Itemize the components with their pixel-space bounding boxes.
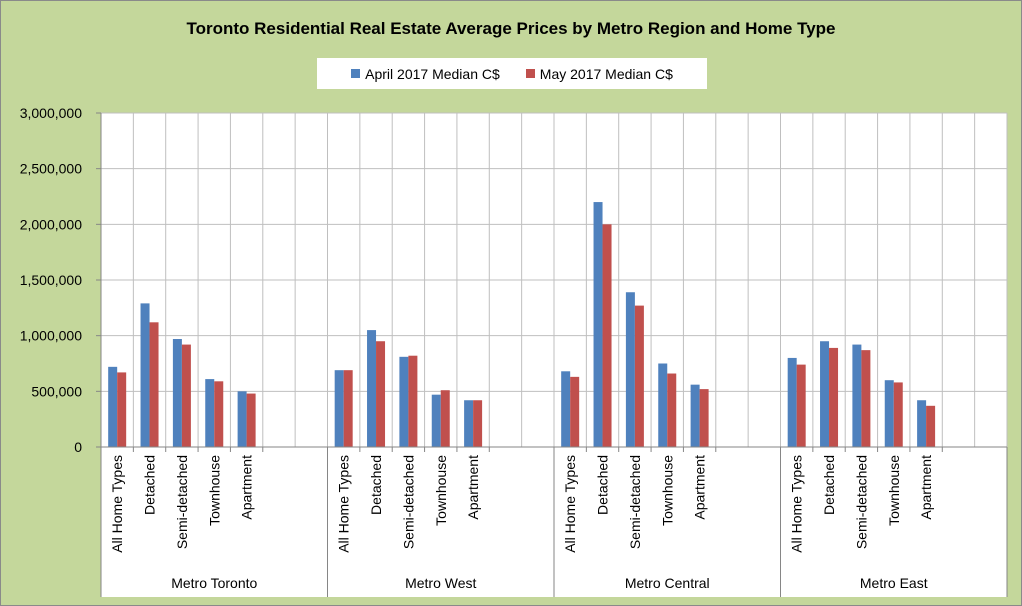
bar — [852, 344, 862, 447]
bar — [376, 341, 386, 447]
bar — [787, 357, 797, 447]
x-category-label: Semi-detached — [627, 455, 643, 549]
x-category-label: Apartment — [465, 455, 481, 520]
bar — [625, 292, 635, 447]
bar — [699, 389, 709, 447]
group-label: Metro East — [860, 575, 928, 591]
legend-label-may: May 2017 Median C$ — [539, 65, 673, 82]
y-tick-label: 1,500,000 — [20, 272, 82, 288]
legend-label-april: April 2017 Median C$ — [365, 65, 500, 82]
x-category-label: All Home Types — [562, 455, 578, 553]
x-category-label: Apartment — [239, 455, 255, 520]
bar — [570, 376, 580, 447]
x-category-label: All Home Types — [336, 455, 352, 553]
bar — [172, 339, 182, 447]
bar — [561, 371, 571, 447]
bar — [367, 330, 377, 447]
x-category-label: All Home Types — [109, 455, 125, 553]
x-category-label: Townhouse — [433, 455, 449, 526]
x-category-label: Detached — [368, 455, 384, 515]
bar — [246, 393, 256, 447]
bar — [602, 224, 612, 447]
group-label: Metro West — [405, 575, 476, 591]
bar — [440, 390, 450, 447]
chart-title: Toronto Residential Real Estate Average … — [186, 19, 836, 38]
bar — [399, 356, 409, 447]
bar — [181, 344, 191, 447]
x-category-label: Apartment — [692, 455, 708, 520]
legend-item-april: April 2017 Median C$ — [351, 66, 500, 82]
x-category-label: Semi-detached — [174, 455, 190, 549]
bar — [796, 364, 806, 447]
bar — [917, 400, 927, 447]
bar — [214, 381, 224, 447]
bar — [431, 394, 441, 447]
x-category-label: Townhouse — [886, 455, 902, 526]
y-tick-label: 2,000,000 — [20, 216, 82, 232]
bar — [205, 379, 215, 447]
bar — [408, 355, 418, 447]
bar — [108, 366, 118, 447]
x-category-label: Semi-detached — [853, 455, 869, 549]
bar — [820, 341, 830, 447]
group-label: Metro Central — [625, 575, 710, 591]
bar — [473, 400, 483, 447]
bar — [829, 347, 839, 447]
x-category-label: Detached — [821, 455, 837, 515]
x-category-label: Apartment — [918, 455, 934, 520]
legend-item-may: May 2017 Median C$ — [525, 65, 673, 82]
x-category-label: Townhouse — [659, 455, 675, 526]
legend-swatch-may — [525, 69, 535, 78]
x-category-label: Detached — [595, 455, 611, 515]
bar — [893, 382, 903, 447]
bar — [149, 322, 159, 447]
bar — [690, 384, 700, 447]
legend: April 2017 Median C$ May 2017 Median C$ — [317, 58, 707, 89]
y-tick-label: 1,000,000 — [20, 328, 82, 344]
x-category-label: Detached — [142, 455, 158, 515]
bar — [334, 370, 344, 447]
x-category-label: Semi-detached — [400, 455, 416, 549]
bar — [117, 372, 127, 447]
y-tick-label: 3,000,000 — [20, 105, 82, 121]
bar — [464, 400, 474, 447]
x-category-label: Townhouse — [206, 455, 222, 526]
bar — [861, 350, 871, 447]
legend-swatch-april — [351, 69, 361, 78]
y-tick-label: 500,000 — [31, 383, 82, 399]
y-tick-label: 0 — [74, 439, 82, 455]
bar — [237, 391, 247, 447]
bar — [593, 202, 603, 447]
bar — [658, 363, 668, 447]
bar — [667, 373, 677, 447]
group-label: Metro Toronto — [171, 575, 257, 591]
bar — [140, 303, 150, 447]
bar — [634, 305, 644, 447]
y-tick-label: 2,500,000 — [20, 161, 82, 177]
bar — [343, 370, 353, 447]
bar — [884, 380, 894, 447]
bar — [926, 405, 936, 447]
x-category-label: All Home Types — [789, 455, 805, 553]
